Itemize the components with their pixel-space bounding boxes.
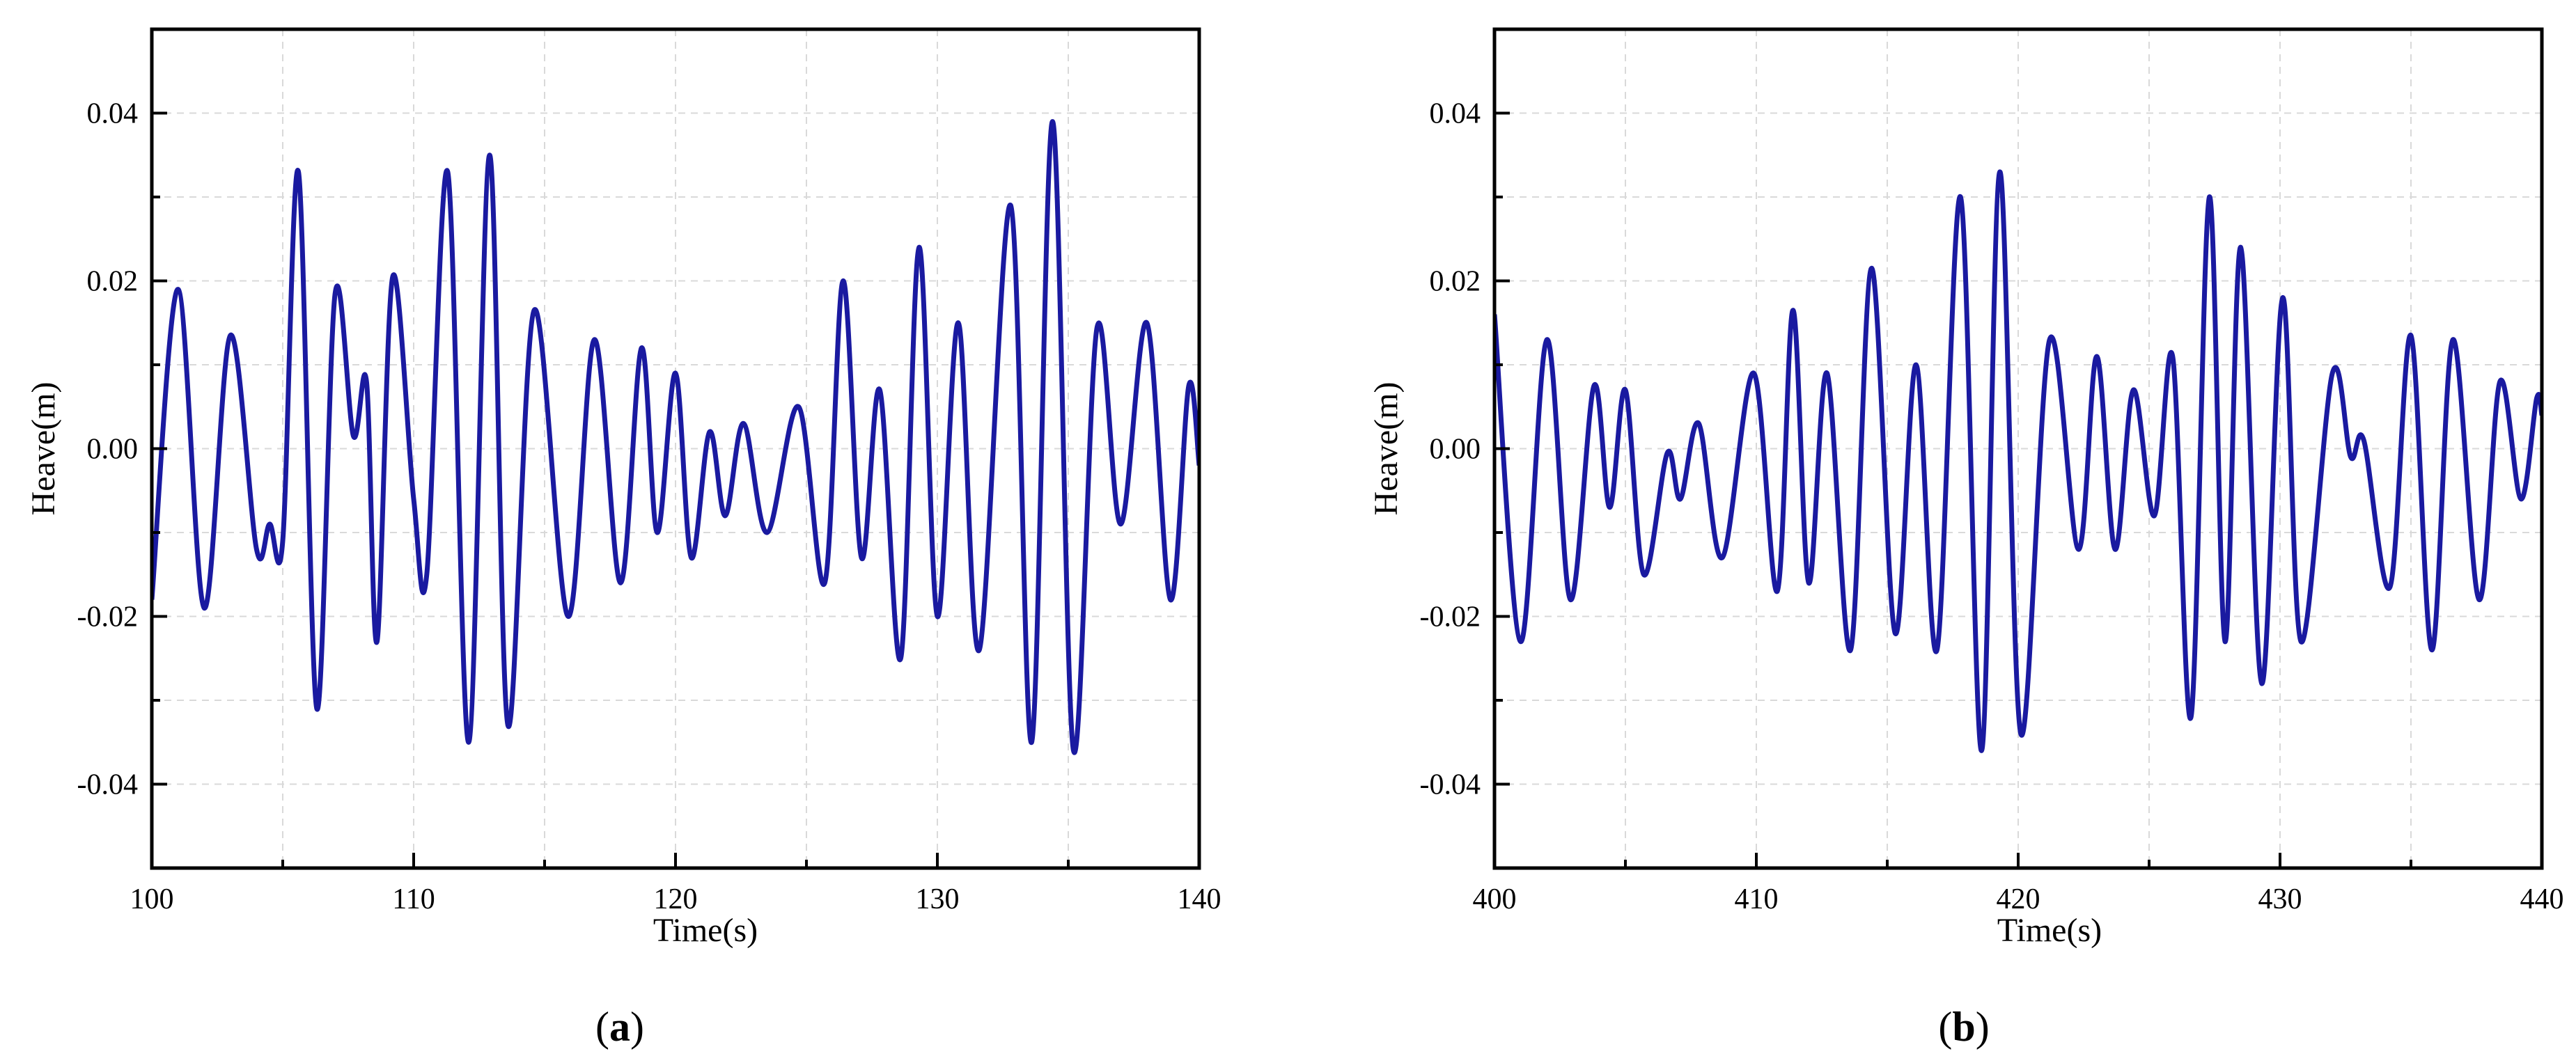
panel-caption-a: (a) [595,1004,644,1050]
panel-caption-b: (b) [1938,1004,1989,1050]
x-tick-label: 430 [2258,883,2302,915]
chart-panel-a: 100 110 120 130 140 -0.04 -0.02 0.00 0.02 0.04 Tim… [25,27,1221,949]
y-tick-label: -0.04 [77,769,139,801]
x-tick-label: 110 [392,883,435,915]
chart-panel-b: 400 410 420 430 440 -0.04 -0.02 0.00 0.02 0.04 Tim… [1368,27,2564,949]
x-tick-label: 100 [130,883,174,915]
y-axis-title: Heave(m) [25,382,62,516]
y-tick-label: -0.04 [1420,769,1481,801]
x-tick-label: 400 [1473,883,1517,915]
x-tick-label: 120 [654,883,698,915]
y-tick-label: 0.02 [1430,266,1481,298]
x-axis-title: Time(s) [1997,912,2102,949]
x-tick-label: 410 [1735,883,1779,915]
x-axis-title: Time(s) [653,912,758,949]
y-tick-label: -0.02 [77,601,139,633]
series-line [1494,169,2542,753]
y-tick-label: 0.04 [87,98,139,130]
y-axis-title: Heave(m) [1368,382,1405,516]
x-tick-label: 130 [916,883,960,915]
y-tick-label: 0.00 [1430,434,1481,466]
y-tick-label: 0.00 [87,434,139,466]
x-tick-label: 440 [2520,883,2564,915]
grid [1494,29,2542,868]
x-tick-label: 140 [1178,883,1221,915]
y-tick-label: 0.02 [87,266,139,298]
series-line [152,119,1199,755]
y-tick-label: 0.04 [1430,98,1481,130]
y-tick-label: -0.02 [1420,601,1481,633]
x-tick-label: 420 [1997,883,2040,915]
